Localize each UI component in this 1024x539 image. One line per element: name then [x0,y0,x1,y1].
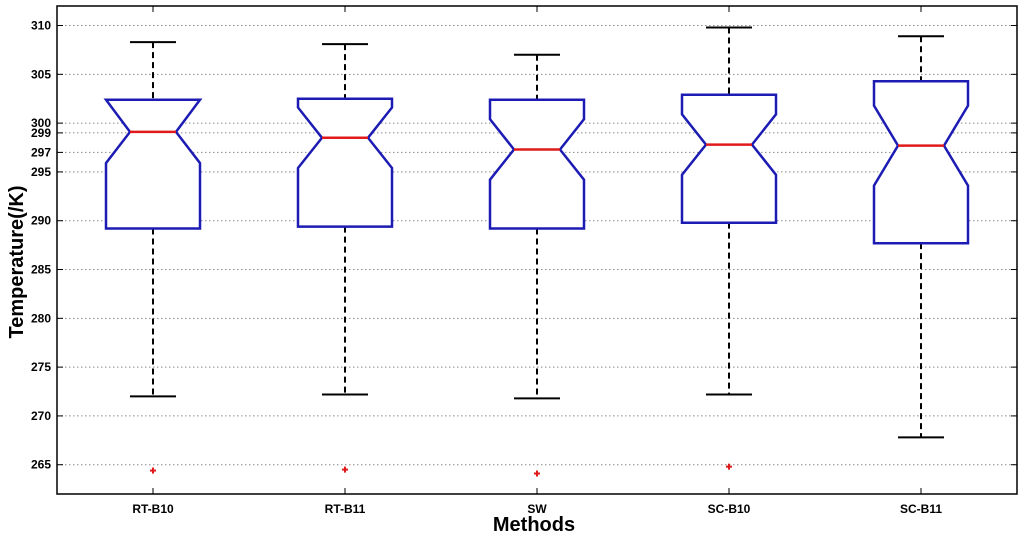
notched-box [488,98,586,230]
box-rt-b10 [103,41,203,474]
outlier-marker [726,463,732,470]
x-tick-label: RT-B11 [325,502,366,516]
y-axis-title: Temperature(/K) [6,186,28,339]
outlier-marker [534,470,540,477]
x-tick-label: RT-B10 [132,502,174,516]
x-tick-label: SW [527,502,547,516]
box-sw [488,53,586,477]
notched-box [103,98,203,230]
box-rt-b11 [296,43,394,473]
outlier-marker [150,467,156,474]
box-sc-b11 [872,35,970,439]
y-tick-label: 285 [31,263,51,277]
x-tick-label: SC-B10 [708,502,751,516]
y-tick-label: 275 [31,360,51,374]
notched-box [680,93,778,224]
notched-box [872,79,970,245]
y-tick-label: 270 [31,409,51,423]
y-tick-label: 299 [31,126,51,140]
box-series [103,26,970,477]
y-tick-label: 310 [31,19,51,33]
x-axis-ticks: RT-B10 RT-B11 SW SC-B10 SC-B11 [132,6,942,516]
y-tick-label: 305 [31,67,51,81]
box-sc-b10 [680,26,778,470]
y-tick-label: 265 [31,458,51,472]
y-tick-label: 297 [31,145,51,159]
notched-box [296,97,394,228]
x-tick-label: SC-B11 [900,502,942,516]
y-tick-label: 300 [31,116,51,130]
y-tick-label: 290 [31,214,51,228]
x-axis-title: Methods [493,514,575,536]
plot-frame [56,5,1018,495]
outlier-marker [342,466,348,473]
y-tick-label: 295 [31,165,51,179]
y-tick-label: 280 [31,311,51,325]
